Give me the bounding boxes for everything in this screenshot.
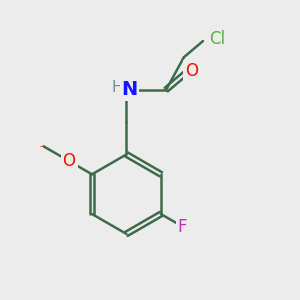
- Text: H: H: [111, 80, 123, 95]
- Text: methyl: methyl: [40, 146, 44, 147]
- Text: Cl: Cl: [209, 30, 226, 48]
- Text: F: F: [178, 218, 187, 236]
- Text: methoxy: methoxy: [40, 146, 47, 147]
- Text: O: O: [63, 152, 76, 170]
- Text: O: O: [185, 61, 198, 80]
- Text: N: N: [121, 80, 137, 99]
